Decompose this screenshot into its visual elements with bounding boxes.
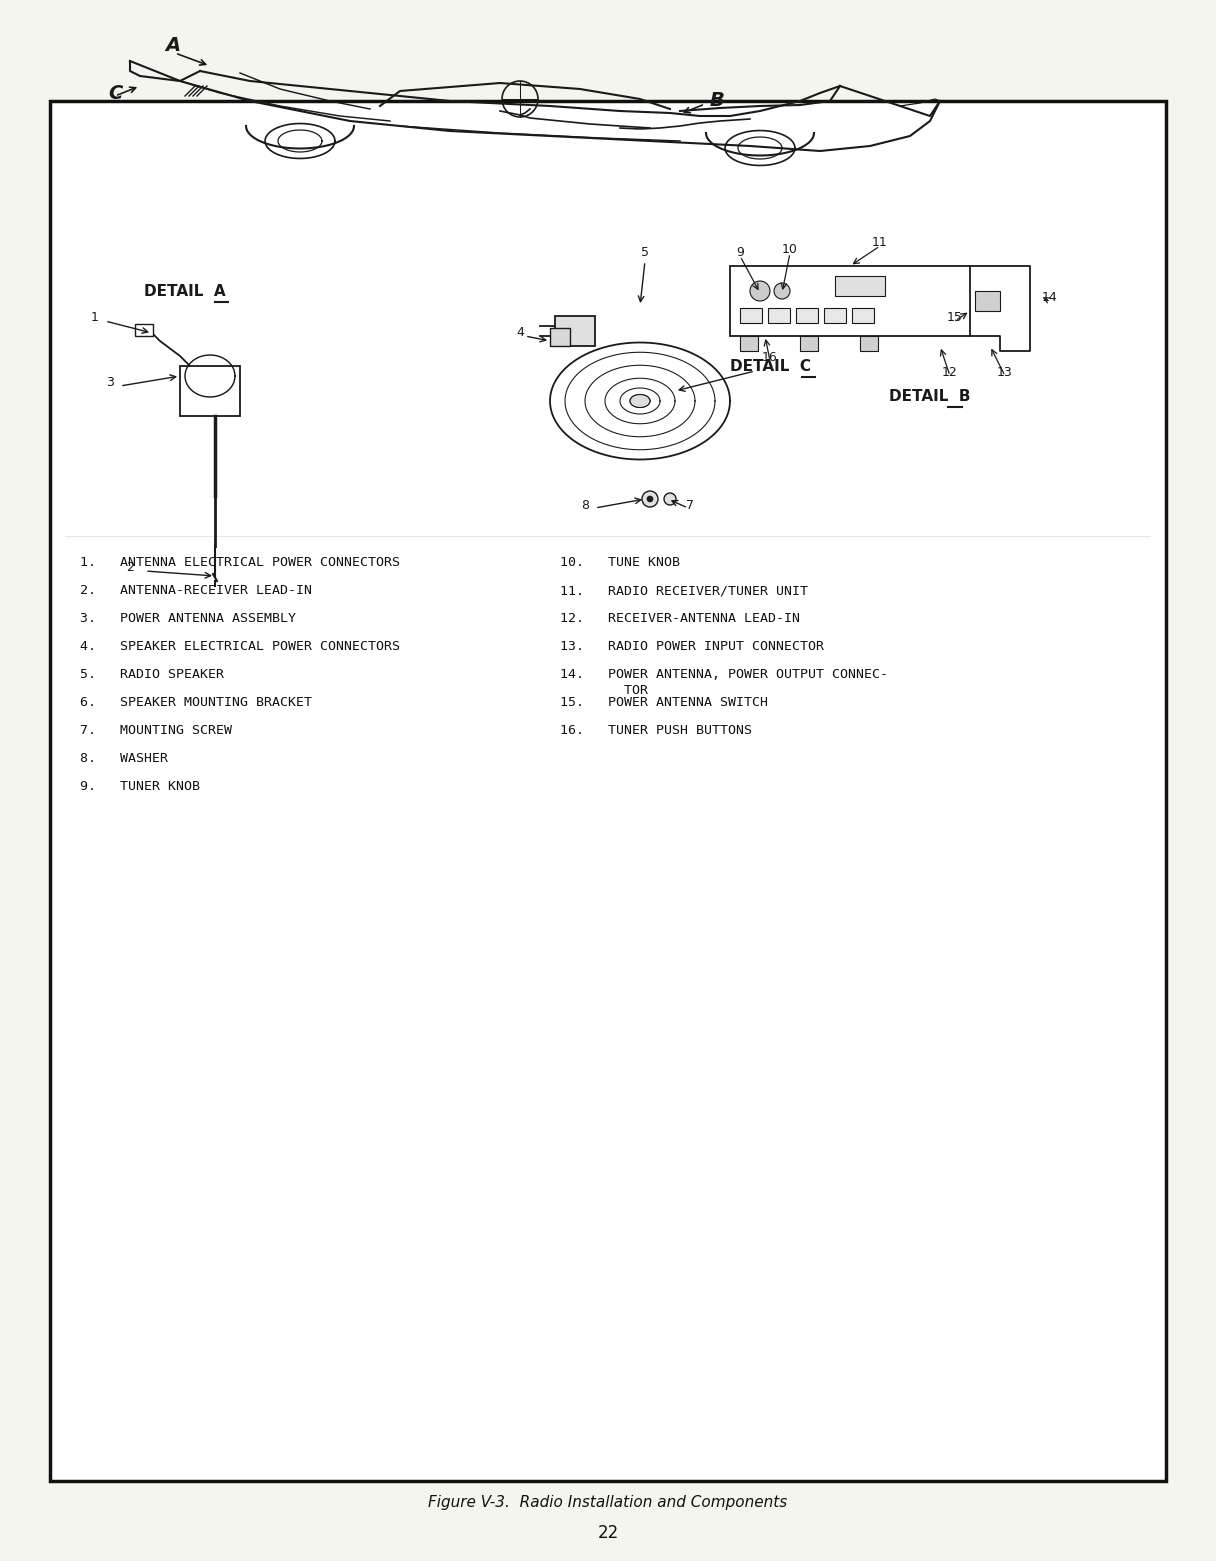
Text: 12: 12 bbox=[942, 365, 958, 379]
Text: 8: 8 bbox=[581, 500, 589, 512]
Bar bbox=[135, 325, 153, 336]
Text: 16.   TUNER PUSH BUTTONS: 16. TUNER PUSH BUTTONS bbox=[561, 724, 751, 737]
Text: 16: 16 bbox=[762, 351, 778, 364]
Text: 14: 14 bbox=[1042, 290, 1058, 304]
Text: 7.   MOUNTING SCREW: 7. MOUNTING SCREW bbox=[80, 724, 232, 737]
Text: DETAIL  A: DETAIL A bbox=[145, 284, 226, 300]
Text: 4.   SPEAKER ELECTRICAL POWER CONNECTORS: 4. SPEAKER ELECTRICAL POWER CONNECTORS bbox=[80, 640, 400, 652]
Text: 2.   ANTENNA-RECEIVER LEAD-IN: 2. ANTENNA-RECEIVER LEAD-IN bbox=[80, 584, 313, 596]
Bar bbox=[554, 315, 595, 347]
Text: B: B bbox=[710, 91, 725, 109]
Text: 13: 13 bbox=[997, 365, 1013, 379]
Text: 11.   RADIO RECEIVER/TUNER UNIT: 11. RADIO RECEIVER/TUNER UNIT bbox=[561, 584, 807, 596]
Text: 5: 5 bbox=[641, 247, 649, 259]
Bar bbox=[796, 308, 818, 323]
Text: 4: 4 bbox=[516, 326, 524, 339]
Text: 3: 3 bbox=[106, 376, 114, 389]
Ellipse shape bbox=[630, 395, 651, 407]
Text: TOR: TOR bbox=[561, 684, 648, 698]
Text: 3.   POWER ANTENNA ASSEMBLY: 3. POWER ANTENNA ASSEMBLY bbox=[80, 612, 295, 624]
Text: A: A bbox=[165, 36, 180, 55]
Text: 15.   POWER ANTENNA SWITCH: 15. POWER ANTENNA SWITCH bbox=[561, 696, 769, 709]
Text: 9.   TUNER KNOB: 9. TUNER KNOB bbox=[80, 780, 199, 793]
Text: 22: 22 bbox=[597, 1524, 619, 1542]
Text: Figure V-3.  Radio Installation and Components: Figure V-3. Radio Installation and Compo… bbox=[428, 1495, 788, 1511]
Text: 6.   SPEAKER MOUNTING BRACKET: 6. SPEAKER MOUNTING BRACKET bbox=[80, 696, 313, 709]
Bar bbox=[769, 308, 790, 323]
Text: C: C bbox=[108, 84, 123, 103]
Text: 2: 2 bbox=[126, 560, 134, 574]
Bar bbox=[975, 290, 1000, 311]
Text: 5.   RADIO SPEAKER: 5. RADIO SPEAKER bbox=[80, 668, 224, 681]
Circle shape bbox=[750, 281, 770, 301]
Text: DETAIL  B: DETAIL B bbox=[889, 389, 970, 404]
Text: 1: 1 bbox=[91, 311, 98, 325]
Text: 1.   ANTENNA ELECTRICAL POWER CONNECTORS: 1. ANTENNA ELECTRICAL POWER CONNECTORS bbox=[80, 556, 400, 570]
Bar bbox=[800, 336, 818, 351]
Circle shape bbox=[664, 493, 676, 506]
Text: 8.   WASHER: 8. WASHER bbox=[80, 752, 168, 765]
Text: 10: 10 bbox=[782, 244, 798, 256]
Circle shape bbox=[775, 283, 790, 300]
Bar bbox=[730, 265, 970, 336]
Bar bbox=[741, 308, 762, 323]
Text: 11: 11 bbox=[872, 236, 888, 250]
Text: 14.   POWER ANTENNA, POWER OUTPUT CONNEC-: 14. POWER ANTENNA, POWER OUTPUT CONNEC- bbox=[561, 668, 888, 681]
Text: DETAIL  C: DETAIL C bbox=[730, 359, 811, 375]
Bar bbox=[180, 365, 240, 415]
Bar bbox=[860, 336, 878, 351]
Circle shape bbox=[642, 492, 658, 507]
Circle shape bbox=[647, 496, 653, 503]
Bar bbox=[741, 336, 758, 351]
Bar bbox=[50, 101, 1166, 1481]
Text: 10.   TUNE KNOB: 10. TUNE KNOB bbox=[561, 556, 680, 570]
Bar bbox=[835, 276, 885, 297]
Bar bbox=[852, 308, 874, 323]
Text: 15: 15 bbox=[947, 311, 963, 325]
Text: 7: 7 bbox=[686, 500, 694, 512]
Text: 12.   RECEIVER-ANTENNA LEAD-IN: 12. RECEIVER-ANTENNA LEAD-IN bbox=[561, 612, 800, 624]
Bar bbox=[824, 308, 846, 323]
Text: 13.   RADIO POWER INPUT CONNECTOR: 13. RADIO POWER INPUT CONNECTOR bbox=[561, 640, 824, 652]
Text: 9: 9 bbox=[736, 247, 744, 259]
Bar bbox=[550, 328, 570, 347]
